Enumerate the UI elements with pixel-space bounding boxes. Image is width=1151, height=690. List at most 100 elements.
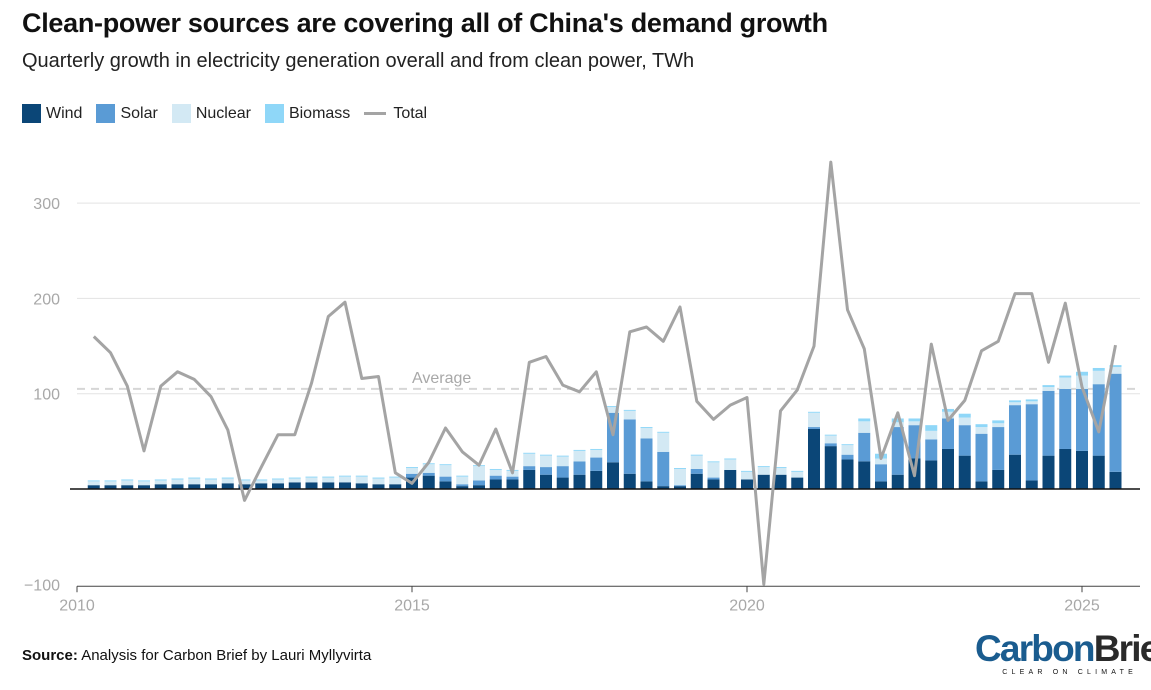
total-line <box>92 160 1117 586</box>
bar-biomass <box>908 418 921 422</box>
bar-wind <box>473 485 485 489</box>
bar-nuclear <box>590 449 603 458</box>
legend-item-biomass: Biomass <box>264 104 350 123</box>
bar-nuclear <box>724 459 737 470</box>
bar-solar <box>556 466 569 478</box>
bar-biomass <box>573 449 586 451</box>
bar-nuclear <box>741 471 753 480</box>
y-tick-label: 200 <box>33 291 60 308</box>
bar-solar <box>824 443 837 447</box>
bar-wind <box>841 459 854 489</box>
bar-biomass <box>690 454 703 456</box>
bar-biomass <box>741 470 753 472</box>
bar-wind <box>456 486 469 489</box>
bar-solar <box>506 476 519 480</box>
bar-nuclear <box>489 469 502 476</box>
bar-biomass <box>841 444 854 446</box>
bar-solar <box>674 485 686 487</box>
bar-nuclear <box>573 450 586 462</box>
source-label: Source: <box>22 647 78 664</box>
bar-nuclear <box>1059 377 1072 389</box>
bar-biomass <box>808 411 820 413</box>
bar-biomass <box>1092 367 1105 371</box>
legend-item-solar: Solar <box>96 104 158 123</box>
bar-wind <box>607 462 619 489</box>
bar-biomass <box>322 476 335 478</box>
bar-biomass <box>439 464 452 466</box>
bar-wind <box>104 485 117 489</box>
legend: Wind Solar Nuclear Biomass Total <box>22 104 441 123</box>
bar-solar <box>858 432 871 462</box>
bar-solar <box>1042 390 1055 456</box>
bar-nuclear <box>824 435 837 444</box>
bar-wind <box>238 484 251 489</box>
bar-nuclear <box>221 478 234 484</box>
bar-biomass <box>1109 365 1122 368</box>
bar-wind <box>121 485 134 489</box>
bar-nuclear <box>556 456 569 467</box>
bar-biomass <box>724 458 737 460</box>
bar-wind <box>1076 450 1088 489</box>
bar-nuclear <box>272 479 284 484</box>
bar-wind <box>439 481 452 489</box>
bar-wind <box>824 446 837 489</box>
bar-biomass <box>657 431 670 433</box>
bar-wind <box>942 448 954 489</box>
bar-solar <box>942 418 954 449</box>
bar-nuclear <box>322 477 335 483</box>
bar-wind <box>372 484 385 489</box>
bar-nuclear <box>238 480 251 485</box>
bar-nuclear <box>389 477 402 485</box>
bar-solar <box>540 467 552 475</box>
bar-wind <box>87 485 100 489</box>
bar-wind <box>891 474 904 489</box>
bar-nuclear <box>757 467 770 475</box>
bar-wind <box>640 481 653 489</box>
bar-nuclear <box>406 468 418 474</box>
bar-biomass <box>355 475 368 477</box>
bar-biomass <box>171 478 184 480</box>
bar-solar <box>456 484 469 487</box>
bar-biomass <box>456 475 469 477</box>
legend-item-total: Total <box>364 105 427 123</box>
bar-wind <box>774 474 787 489</box>
bar-wind <box>1059 448 1072 489</box>
bar-biomass <box>992 420 1005 424</box>
bar-nuclear <box>154 480 167 485</box>
bar-biomass <box>1042 385 1055 388</box>
bar-biomass <box>623 409 636 411</box>
bar-wind <box>389 484 402 489</box>
legend-swatch-wind <box>22 104 41 123</box>
logo-tagline: CLEAR ON CLIMATE <box>1002 669 1137 676</box>
bar-solar <box>523 466 536 470</box>
bar-wind <box>1109 471 1122 489</box>
bar-wind <box>1092 455 1105 489</box>
bar-biomass <box>975 424 988 428</box>
bar-solar <box>623 419 636 474</box>
bar-wind <box>556 477 569 489</box>
bar-wind <box>154 484 167 489</box>
bar-wind <box>590 470 603 489</box>
bar-wind <box>339 482 351 489</box>
bar-nuclear <box>925 430 938 440</box>
bar-solar <box>707 477 720 480</box>
bar-biomass <box>1009 400 1021 403</box>
bar-wind <box>657 486 670 489</box>
bar-solar <box>657 451 670 487</box>
bar-solar <box>473 480 485 486</box>
bar-solar <box>1009 405 1021 455</box>
bar-biomass <box>1025 399 1038 402</box>
bar-biomass <box>154 479 167 481</box>
bar-biomass <box>925 425 938 431</box>
bar-nuclear <box>104 481 117 486</box>
bar-biomass <box>674 468 686 469</box>
bar-solar <box>422 472 435 476</box>
bar-nuclear <box>808 412 820 428</box>
y-tick-label: 100 <box>33 387 60 404</box>
bar-solar <box>439 476 452 482</box>
legend-label-wind: Wind <box>46 104 83 122</box>
bar-nuclear <box>87 481 100 486</box>
bar-nuclear <box>1009 402 1021 406</box>
